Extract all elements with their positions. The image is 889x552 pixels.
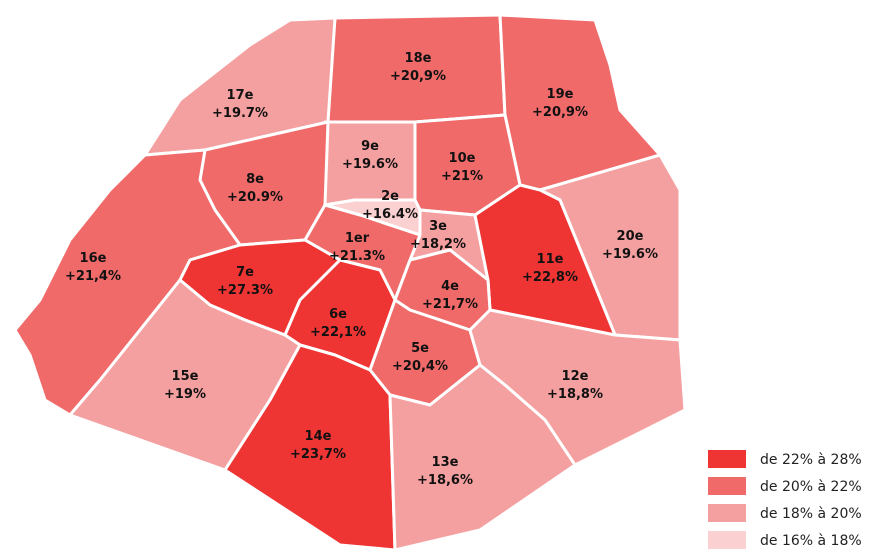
district-name: 18e: [405, 51, 432, 66]
district-label: +19.6%: [602, 247, 658, 262]
district-label: +18,2%: [410, 237, 466, 252]
district-name: 3e: [429, 219, 447, 234]
district-name: 14e: [305, 429, 332, 444]
district-label: +19%: [164, 387, 206, 402]
district-label: +21%: [441, 169, 483, 184]
legend-label: de 20% à 22%: [760, 479, 862, 495]
district: [68, 278, 302, 472]
district-name: 5e: [411, 341, 429, 356]
district-label: +19.6%: [342, 157, 398, 172]
district-name: 8e: [246, 172, 264, 187]
district-name: 11e: [537, 252, 564, 267]
district-name: 16e: [80, 251, 107, 266]
district-name: 10e: [449, 151, 476, 166]
district-label: +21,7%: [422, 297, 478, 312]
district-label: +16.4%: [362, 207, 418, 222]
district-name: 12e: [562, 369, 589, 384]
district-label: +22,8%: [522, 270, 578, 285]
district-label: +18,8%: [547, 387, 603, 402]
district-label: +19.7%: [212, 106, 268, 121]
district-label: +27.3%: [217, 283, 273, 298]
district-label: +20,9%: [532, 105, 588, 120]
district-label: +21,4%: [65, 269, 121, 284]
district-label: +22,1%: [310, 325, 366, 340]
legend-swatch: [708, 450, 746, 468]
district-name: 2e: [381, 189, 399, 204]
district-name: 15e: [172, 369, 199, 384]
district-name: 13e: [432, 455, 459, 470]
legend-label: de 22% à 28%: [760, 452, 862, 468]
legend-swatch: [708, 504, 746, 522]
district-name: 9e: [361, 139, 379, 154]
legend-label: de 16% à 18%: [760, 533, 862, 549]
district-label: +23,7%: [290, 447, 346, 462]
district-label: +18,6%: [417, 473, 473, 488]
district-name: 6e: [329, 307, 347, 322]
district-name: 17e: [227, 88, 254, 103]
district-name: 1er: [345, 231, 370, 246]
district-label: +20,9%: [390, 69, 446, 84]
district-label: +21.3%: [329, 249, 385, 264]
district: [388, 363, 577, 552]
district-name: 7e: [236, 265, 254, 280]
district-name: 20e: [617, 229, 644, 244]
district-name: 19e: [547, 87, 574, 102]
legend-swatch: [708, 531, 746, 549]
district-label: +20,4%: [392, 359, 448, 374]
district-name: 4e: [441, 279, 459, 294]
legend-label: de 18% à 20%: [760, 506, 862, 522]
district-label: +20.9%: [227, 190, 283, 205]
legend-swatch: [708, 477, 746, 495]
